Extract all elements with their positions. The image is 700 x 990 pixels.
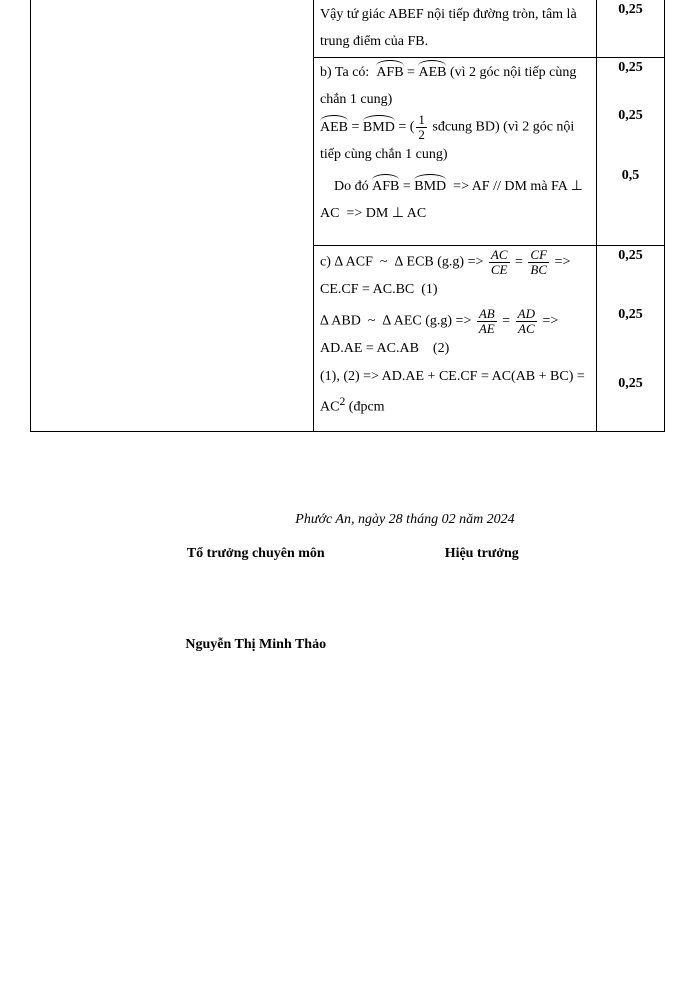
content-cell: Vậy tứ giác ABEF nội tiếp đường tròn, tâ… (314, 0, 597, 58)
score-cell: 0,25 (597, 0, 665, 58)
content-cell: c) ∆ ACF ~ ∆ ECB (g.g) => ACCE = CFBC =>… (314, 246, 597, 432)
role-right: Hiệu trưởng (392, 546, 572, 562)
content-line: b) Ta có: AFB = AEB (vì 2 góc nội tiếp c… (320, 60, 590, 113)
score-cell: 0,25 (597, 102, 665, 154)
content-line: (1), (2) => AD.AE + CE.CF = AC(AB + BC) … (320, 362, 590, 429)
content-line: ∆ ABD ~ ∆ AEC (g.g) => ABAE = ADAC => AD… (320, 303, 590, 362)
sign-date: Phước An, ngày 28 tháng 02 năm 2024 (145, 512, 665, 528)
score-cell: 0,5 (597, 154, 665, 246)
score-cell: 0,25 (597, 58, 665, 102)
content-cell: b) Ta có: AFB = AEB (vì 2 góc nội tiếp c… (314, 58, 597, 246)
left-spacer (31, 0, 314, 432)
score-cell: 0,25 (597, 293, 665, 366)
answer-table: Vậy tứ giác ABEF nội tiếp đường tròn, tâ… (30, 0, 665, 432)
table-row: Vậy tứ giác ABEF nội tiếp đường tròn, tâ… (31, 0, 665, 58)
score-cell: 0,25 (597, 366, 665, 431)
content-line: Do đó AFB = BMD => AF // DM mà FA ⊥ AC =… (320, 168, 590, 243)
name-left: Nguyễn Thị Minh Thảo (123, 637, 388, 653)
content-line: c) ∆ ACF ~ ∆ ECB (g.g) => ACCE = CFBC =>… (320, 248, 590, 303)
sign-name: Nguyễn Thị Minh Thảo (30, 637, 665, 653)
page: Vậy tứ giác ABEF nội tiếp đường tròn, tâ… (0, 0, 700, 653)
score-cell: 0,25 (597, 246, 665, 293)
signoff-block: Phước An, ngày 28 tháng 02 năm 2024 Tổ t… (30, 512, 665, 653)
role-left: Tổ trưởng chuyên môn (123, 546, 388, 562)
sign-roles: Tổ trưởng chuyên môn Hiệu trưởng (30, 546, 665, 562)
content-line: AEB = BMD = (12 sđcung BD) (vì 2 góc nội… (320, 113, 590, 168)
